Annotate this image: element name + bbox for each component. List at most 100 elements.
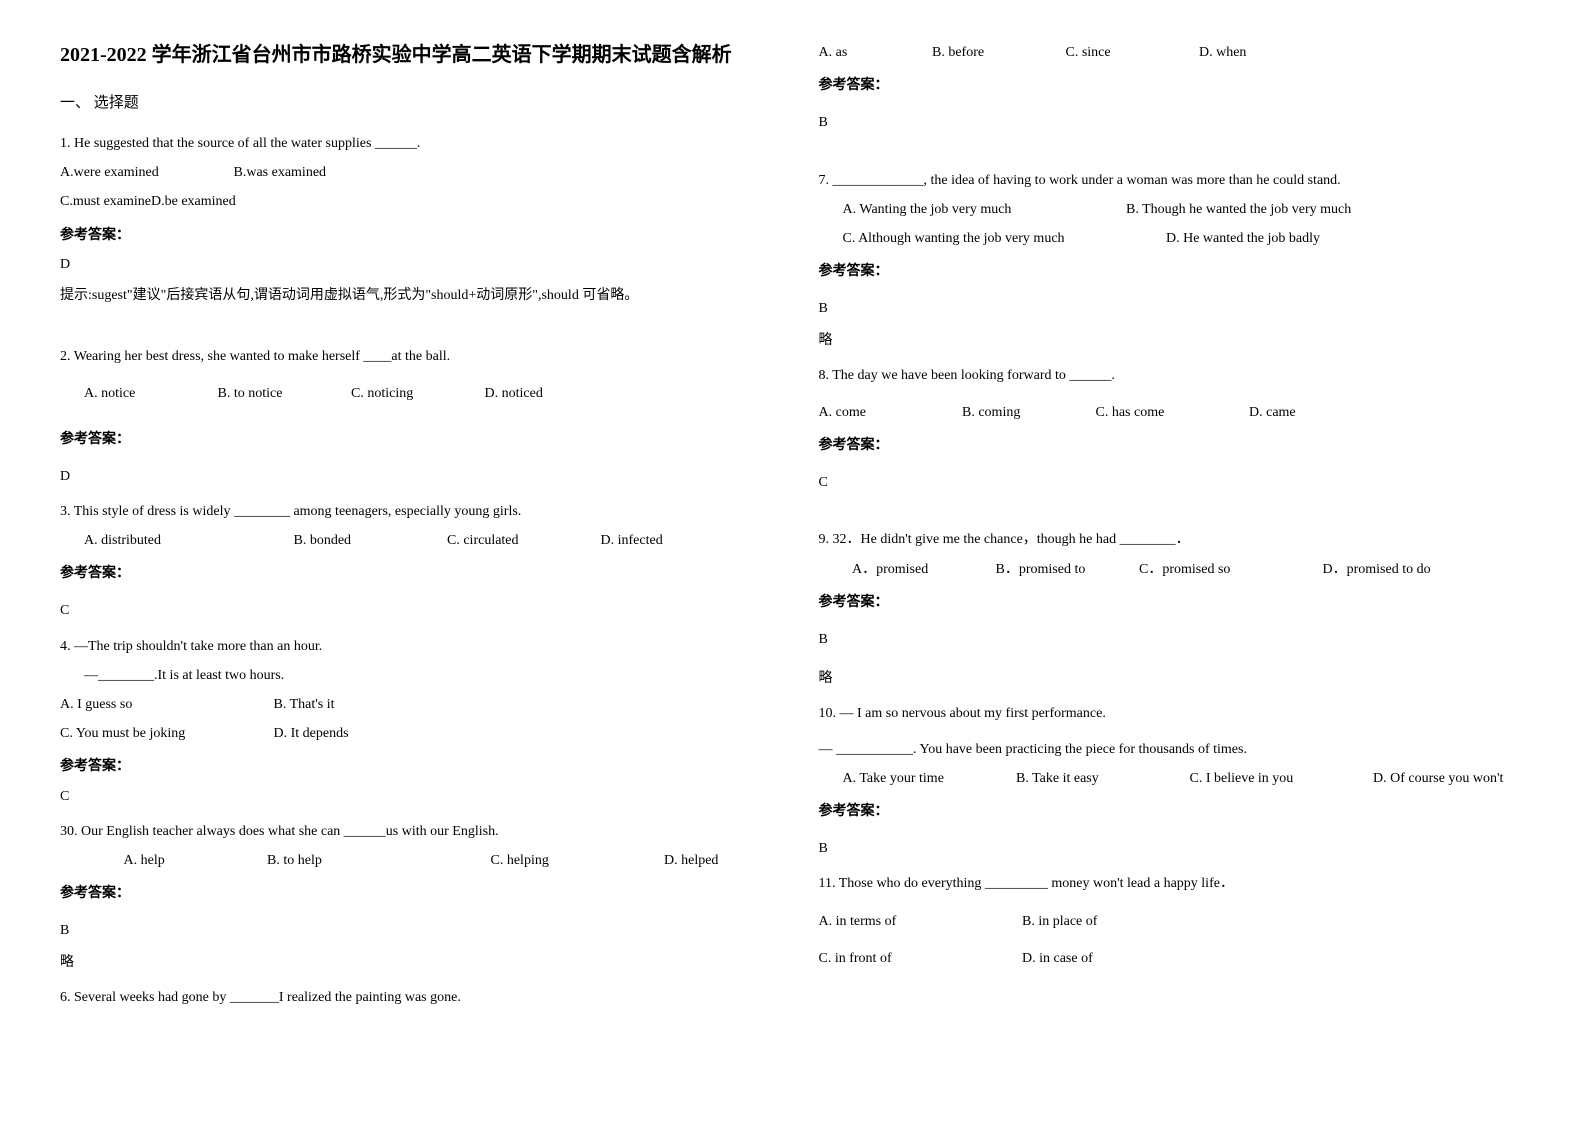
right-column: A. as B. before C. since D. when 参考答案： B…	[819, 40, 1528, 1014]
q1-options-row2: C.must examineD.be examined	[60, 189, 769, 214]
q2-optC: C. noticing	[351, 381, 481, 406]
q9-note: 略	[819, 666, 1528, 691]
q8-answer: C	[819, 470, 1528, 495]
q1-answer: D	[60, 252, 769, 277]
q5-optA: A. help	[124, 848, 264, 873]
q3-optC: C. circulated	[447, 528, 597, 553]
q7-note: 略	[819, 328, 1528, 353]
q11-stem: 11. Those who do everything _________ mo…	[819, 871, 1528, 896]
q7-options-row2: C. Although wanting the job very much D.…	[819, 226, 1528, 251]
q8-optC: C. has come	[1096, 400, 1246, 425]
q6-answer: B	[819, 110, 1528, 135]
q4-optD: D. It depends	[274, 721, 349, 746]
q10-answer-label: 参考答案：	[819, 799, 1528, 824]
q10-optD: D. Of course you won't	[1373, 766, 1503, 791]
q1-optB: B.was examined	[234, 160, 327, 185]
q1-optA: A.were examined	[60, 160, 230, 185]
q9-options: A．promised B．promised to C．promised so D…	[819, 557, 1528, 582]
q1-answer-label: 参考答案：	[60, 223, 769, 248]
q4-options-row1: A. I guess so B. That's it	[60, 692, 769, 717]
q9-optC: C．promised so	[1139, 557, 1319, 582]
q10-optA: A. Take your time	[843, 766, 1013, 791]
q3-optD: D. infected	[601, 528, 663, 553]
q3-options: A. distributed B. bonded C. circulated D…	[60, 528, 769, 553]
q7-optB: B. Though he wanted the job very much	[1126, 197, 1351, 222]
q6-optC: C. since	[1066, 40, 1196, 65]
q3-stem: 3. This style of dress is widely _______…	[60, 499, 769, 524]
q9-optA: A．promised	[852, 557, 992, 582]
q9-optB: B．promised to	[996, 557, 1136, 582]
q4-stem2: —________.It is at least two hours.	[60, 663, 769, 688]
q3-answer: C	[60, 598, 769, 623]
q2-optD: D. noticed	[485, 381, 543, 406]
q1-optD: D.be examined	[151, 189, 236, 214]
q10-optC: C. I believe in you	[1190, 766, 1370, 791]
q5-options: A. help B. to help C. helping D. helped	[60, 848, 769, 873]
two-column-layout: 2021-2022 学年浙江省台州市市路桥实验中学高二英语下学期期末试题含解析 …	[60, 40, 1527, 1014]
q8-optA: A. come	[819, 400, 959, 425]
q2-options: A. notice B. to notice C. noticing D. no…	[60, 381, 769, 406]
q9-stem: 9. 32．He didn't give me the chance，thoug…	[819, 527, 1528, 552]
q7-options-row1: A. Wanting the job very much B. Though h…	[819, 197, 1528, 222]
q11-optD: D. in case of	[1022, 946, 1093, 971]
q1-options-row1: A.were examined B.was examined	[60, 160, 769, 185]
document-title: 2021-2022 学年浙江省台州市市路桥实验中学高二英语下学期期末试题含解析	[60, 40, 769, 70]
q8-answer-label: 参考答案：	[819, 433, 1528, 458]
q5-note: 略	[60, 950, 769, 975]
q8-options: A. come B. coming C. has come D. came	[819, 400, 1528, 425]
q6-optB: B. before	[932, 40, 1062, 65]
q8-optD: D. came	[1249, 400, 1296, 425]
q10-stem2: — ___________. You have been practicing …	[819, 737, 1528, 762]
q10-stem1: 10. — I am so nervous about my first per…	[819, 701, 1528, 726]
q5-stem: 30. Our English teacher always does what…	[60, 819, 769, 844]
q9-optD: D．promised to do	[1323, 557, 1431, 582]
q7-answer-label: 参考答案：	[819, 259, 1528, 284]
q7-optD: D. He wanted the job badly	[1166, 226, 1320, 251]
q6-stem: 6. Several weeks had gone by _______I re…	[60, 985, 769, 1010]
q9-answer-label: 参考答案：	[819, 590, 1528, 615]
q5-answer: B	[60, 918, 769, 943]
q10-options: A. Take your time B. Take it easy C. I b…	[819, 766, 1528, 791]
q4-optA: A. I guess so	[60, 692, 270, 717]
q2-answer: D	[60, 464, 769, 489]
q2-answer-label: 参考答案：	[60, 427, 769, 452]
q2-stem: 2. Wearing her best dress, she wanted to…	[60, 344, 769, 369]
q4-optB: B. That's it	[274, 692, 335, 717]
q4-optC: C. You must be joking	[60, 721, 270, 746]
q4-answer: C	[60, 784, 769, 809]
q9-answer: B	[819, 627, 1528, 652]
q1-note: 提示:sugest"建议"后接宾语从句,谓语动词用虚拟语气,形式为"should…	[60, 283, 769, 308]
section-heading: 一、 选择题	[60, 90, 769, 117]
q5-optD: D. helped	[664, 848, 718, 873]
q3-optB: B. bonded	[294, 528, 444, 553]
q10-answer: B	[819, 836, 1528, 861]
q4-answer-label: 参考答案：	[60, 754, 769, 779]
q7-optC: C. Although wanting the job very much	[843, 226, 1163, 251]
q7-answer: B	[819, 296, 1528, 321]
q4-options-row2: C. You must be joking D. It depends	[60, 721, 769, 746]
q5-optB: B. to help	[267, 848, 487, 873]
q2-optB: B. to notice	[218, 381, 348, 406]
q6-answer-label: 参考答案：	[819, 73, 1528, 98]
q3-answer-label: 参考答案：	[60, 561, 769, 586]
q5-answer-label: 参考答案：	[60, 881, 769, 906]
q6-optD: D. when	[1199, 40, 1246, 65]
q7-optA: A. Wanting the job very much	[843, 197, 1123, 222]
q11-options-row2: C. in front of D. in case of	[819, 946, 1528, 971]
q3-optA: A. distributed	[60, 528, 290, 553]
q11-options-row1: A. in terms of B. in place of	[819, 909, 1528, 934]
q2-optA: A. notice	[84, 381, 214, 406]
left-column: 2021-2022 学年浙江省台州市市路桥实验中学高二英语下学期期末试题含解析 …	[60, 40, 769, 1014]
q5-optC: C. helping	[491, 848, 661, 873]
q10-optB: B. Take it easy	[1016, 766, 1186, 791]
q6-options: A. as B. before C. since D. when	[819, 40, 1528, 65]
q6-optA: A. as	[819, 40, 929, 65]
q8-stem: 8. The day we have been looking forward …	[819, 363, 1528, 388]
q11-optB: B. in place of	[1022, 909, 1097, 934]
q1-optC: C.must examine	[60, 189, 151, 214]
q1-stem: 1. He suggested that the source of all t…	[60, 131, 769, 156]
q11-optA: A. in terms of	[819, 909, 1019, 934]
q8-optB: B. coming	[962, 400, 1092, 425]
q4-stem1: 4. —The trip shouldn't take more than an…	[60, 634, 769, 659]
q11-optC: C. in front of	[819, 946, 1019, 971]
